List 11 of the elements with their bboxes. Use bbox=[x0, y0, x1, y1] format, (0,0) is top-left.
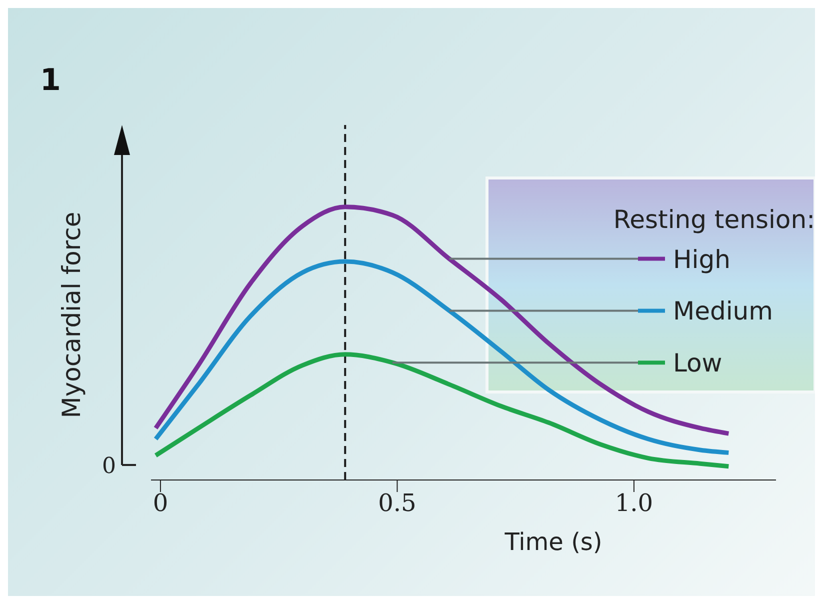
legend-title: Resting tension: bbox=[613, 205, 815, 234]
legend-label: Medium bbox=[673, 296, 773, 326]
legend-label: High bbox=[673, 244, 730, 274]
text: 0 bbox=[102, 454, 116, 479]
x-tick-label: 1.0 bbox=[614, 489, 654, 518]
x-axis-title: Time (s) bbox=[504, 528, 602, 556]
chart-title: 1 bbox=[40, 63, 61, 98]
y-axis-title: Myocardial force bbox=[57, 212, 86, 418]
legend-label: Low bbox=[673, 348, 722, 378]
x-tick-label: 0 bbox=[152, 489, 168, 518]
x-tick-label: 0.5 bbox=[378, 489, 416, 518]
